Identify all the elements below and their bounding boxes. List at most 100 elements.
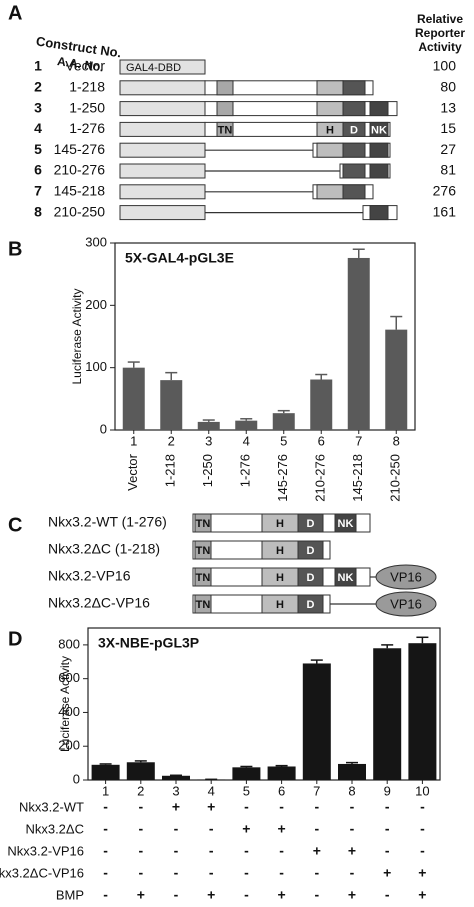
x-category-label: Vector — [125, 453, 140, 491]
domain-d — [342, 142, 366, 158]
chart-title: 3X-NBE-pGL3P — [98, 635, 199, 651]
activity: 13 — [440, 99, 456, 115]
condition-mark: + — [207, 799, 215, 815]
domain-h — [316, 184, 344, 200]
condition-mark: - — [138, 799, 143, 815]
condition-mark: + — [242, 821, 250, 837]
bar — [160, 380, 183, 430]
activity: 276 — [433, 183, 457, 199]
condition-mark: - — [174, 843, 179, 859]
domain-d — [297, 513, 324, 533]
domain-tn — [194, 540, 212, 560]
domain-label: TN — [196, 518, 211, 530]
condition-mark: - — [314, 799, 319, 815]
plot-frame — [87, 627, 441, 781]
bar — [197, 421, 220, 430]
y-tick-label: 400 — [58, 704, 80, 719]
domain-label: H — [276, 518, 284, 530]
x-tick-label: 5 — [243, 783, 250, 798]
bar — [232, 767, 261, 780]
condition-mark: + — [207, 887, 215, 903]
domain-d — [342, 163, 366, 179]
activity: 161 — [433, 203, 457, 219]
domain-nk — [369, 101, 389, 117]
domain-tn — [216, 121, 234, 137]
construct-number: 7 — [34, 183, 42, 199]
condition-mark: - — [385, 887, 390, 903]
x-tick-label: 5 — [280, 433, 287, 448]
domain-h — [316, 101, 344, 117]
panel-label: C — [8, 514, 22, 536]
column-header: Relative — [417, 12, 463, 26]
column-header: Reporter — [415, 26, 465, 40]
x-tick-label: 9 — [384, 783, 391, 798]
construct-number: 6 — [34, 162, 42, 178]
condition-mark: - — [279, 799, 284, 815]
condition-mark: - — [350, 865, 355, 881]
aa-range: Vector — [65, 58, 105, 74]
condition-mark: - — [209, 843, 214, 859]
bar — [122, 367, 145, 430]
domain-gal4 — [119, 59, 206, 75]
x-tick-label: 1 — [130, 433, 137, 448]
bar — [91, 764, 120, 780]
bar — [373, 648, 402, 780]
x-category-label: 145-276 — [275, 454, 290, 502]
bar — [235, 420, 258, 430]
x-tick-label: 10 — [415, 783, 429, 798]
construct-number: 4 — [34, 120, 42, 136]
column-header: A.A. No. — [56, 54, 104, 74]
domain-label: D — [307, 599, 315, 611]
domain-label: TN — [218, 124, 233, 136]
domain-d — [297, 567, 324, 587]
condition-mark: - — [138, 843, 143, 859]
bar — [126, 762, 155, 780]
panel-label: A — [8, 2, 22, 24]
domain-label: VP16 — [390, 569, 422, 584]
domain-d — [342, 184, 366, 200]
x-tick-label: 2 — [137, 783, 144, 798]
domain-nk — [334, 567, 357, 587]
vp16-domain — [375, 564, 437, 590]
bar — [408, 643, 437, 780]
y-tick-label: 100 — [85, 359, 107, 374]
condition-mark: - — [174, 887, 179, 903]
condition-mark: + — [348, 887, 356, 903]
condition-mark: + — [418, 865, 426, 881]
y-tick-label: 800 — [58, 636, 80, 651]
activity: 27 — [440, 141, 456, 157]
construct-name: Nkx3.2-VP16 — [48, 568, 131, 584]
condition-mark: - — [314, 821, 319, 837]
condition-mark: - — [103, 799, 108, 815]
construct-number: 5 — [34, 141, 42, 157]
domain-label: NK — [338, 572, 354, 584]
domain-gal4 — [119, 142, 206, 158]
condition-name: Nkx3.2-VP16 — [7, 843, 84, 858]
x-category-label: 1-276 — [238, 454, 253, 487]
construct-name: Nkx3.2ΔC-VP16 — [48, 595, 150, 611]
domain-d — [342, 121, 366, 137]
domain-label: D — [307, 518, 315, 530]
domain-label: NK — [371, 124, 387, 136]
condition-mark: + — [172, 799, 180, 815]
condition-mark: + — [137, 887, 145, 903]
vp16-domain — [375, 591, 437, 617]
condition-mark: - — [279, 865, 284, 881]
x-category-label: 1-250 — [200, 454, 215, 487]
domain-label: H — [276, 572, 284, 584]
condition-mark: - — [103, 865, 108, 881]
condition-mark: - — [138, 821, 143, 837]
domain-nk — [369, 121, 389, 137]
domain-d — [342, 80, 366, 96]
y-tick-label: 200 — [58, 738, 80, 753]
panel-label: D — [8, 628, 22, 650]
domain-gal4 — [119, 163, 206, 179]
x-tick-label: 7 — [355, 433, 362, 448]
domain-gal4 — [119, 101, 206, 117]
domain-tn — [194, 567, 212, 587]
domain-label: H — [276, 599, 284, 611]
plot-frame — [114, 242, 416, 431]
domain-tn — [216, 80, 234, 96]
condition-mark: - — [420, 799, 425, 815]
